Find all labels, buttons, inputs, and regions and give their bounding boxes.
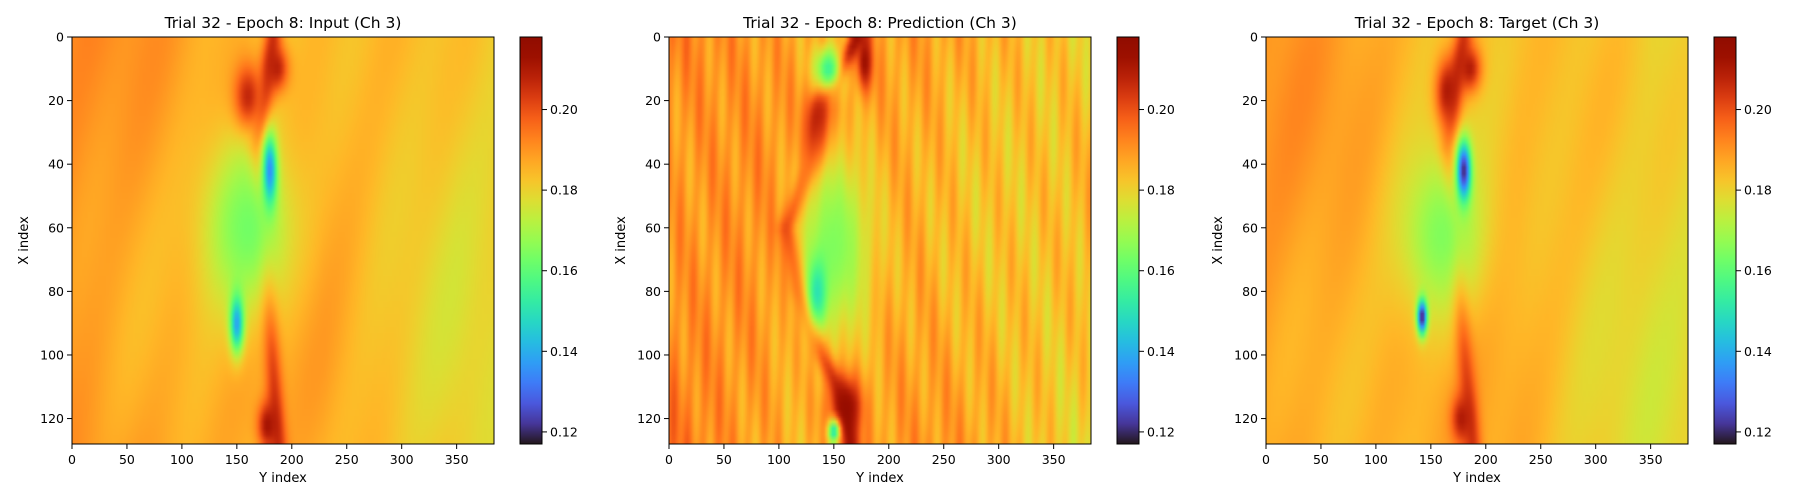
- panel-3-xtick-label: 350: [1639, 452, 1663, 467]
- panel-2-colorbar-tick-label: 0.12: [1147, 424, 1175, 439]
- panel-2-colorbar: [1116, 36, 1140, 445]
- panel-3-xtick-label: 100: [1364, 452, 1388, 467]
- panel-2-xlabel: Y index: [855, 471, 904, 486]
- panel-2-xtick-label: 350: [1042, 452, 1066, 467]
- panel-1-ylabel: X index: [17, 216, 32, 265]
- panel-3-xtick-label: 150: [1419, 452, 1443, 467]
- panel-3-ytick-label: 100: [1234, 347, 1258, 362]
- panel-1-xtick-label: 150: [225, 452, 249, 467]
- panel-3-colorbar-tick-label: 0.14: [1744, 344, 1772, 359]
- panel-1-ytick-label: 100: [40, 347, 64, 362]
- panel-2-ylabel: X index: [614, 216, 629, 265]
- panel-1-ytick-label: 60: [48, 220, 64, 235]
- panel-1-xtick-label: 200: [280, 452, 304, 467]
- panel-1-ytick-label: 80: [48, 284, 64, 299]
- panel-1-ytick-label: 20: [48, 93, 64, 108]
- panel-3-colorbar: [1713, 36, 1737, 445]
- panel-1-xtick-label: 300: [390, 452, 414, 467]
- panel-1-title: Trial 32 - Epoch 8: Input (Ch 3): [164, 14, 402, 32]
- panel-2-ytick-label: 40: [645, 157, 661, 172]
- panel-2-ytick-label: 0: [653, 30, 661, 45]
- panel-2-xtick-label: 100: [767, 452, 791, 467]
- panel-3-heatmap: [1266, 37, 1688, 444]
- panel-2-xtick-label: 50: [716, 452, 732, 467]
- panel-1-xtick-label: 350: [445, 452, 469, 467]
- panel-2-ytick-label: 80: [645, 284, 661, 299]
- panel-3: Trial 32 - Epoch 8: Target (Ch 3) 0 50 100 1…: [1211, 14, 1772, 486]
- panel-1-xtick-label: 0: [68, 452, 76, 467]
- panel-2-ytick-label: 20: [645, 93, 661, 108]
- panel-3-ylabel: X index: [1211, 216, 1226, 265]
- panel-1-colorbar-tick-label: 0.16: [550, 263, 578, 278]
- panel-3-xtick-label: 50: [1313, 452, 1329, 467]
- panel-1-colorbar-tick-label: 0.14: [550, 344, 578, 359]
- panel-3-ytick-label: 0: [1250, 30, 1258, 45]
- panel-3-frame: [1265, 36, 1689, 445]
- panel-3-ytick-label: 80: [1242, 284, 1258, 299]
- panel-1-colorbar-tick-label: 0.18: [550, 183, 578, 198]
- panel-2: Trial 32 - Epoch 8: Prediction (Ch 3) 0 50…: [614, 14, 1175, 486]
- panel-1-colorbar-tick-label: 0.20: [550, 102, 578, 117]
- panel-3-xtick-label: 300: [1584, 452, 1608, 467]
- panel-1-xtick-label: 100: [170, 452, 194, 467]
- panel-1-colorbar-tick-label: 0.12: [550, 424, 578, 439]
- panel-2-xtick-label: 250: [932, 452, 956, 467]
- panel-1-ytick-label: 120: [40, 411, 64, 426]
- panel-1-heatmap: [72, 37, 494, 444]
- panel-3-ytick-label: 60: [1242, 220, 1258, 235]
- panel-2-colorbar-tick-label: 0.16: [1147, 263, 1175, 278]
- panel-3-title: Trial 32 - Epoch 8: Target (Ch 3): [1354, 14, 1600, 32]
- panel-1-colorbar: [519, 36, 543, 445]
- panel-1-frame: [71, 36, 495, 445]
- panel-1-xlabel: Y index: [258, 471, 307, 486]
- panel-2-ytick-label: 60: [645, 220, 661, 235]
- panel-3-colorbar-tick-label: 0.12: [1744, 424, 1772, 439]
- panel-2-colorbar-tick-label: 0.18: [1147, 183, 1175, 198]
- panel-2-heatmap: [669, 37, 1091, 444]
- panel-3-xtick-label: 250: [1529, 452, 1553, 467]
- panel-3-ytick-label: 120: [1234, 411, 1258, 426]
- panel-3-colorbar-tick-label: 0.18: [1744, 183, 1772, 198]
- panel-3-ytick-label: 20: [1242, 93, 1258, 108]
- panel-3-colorbar-tick-label: 0.20: [1744, 102, 1772, 117]
- panel-3-xtick-label: 200: [1474, 452, 1498, 467]
- panel-2-xtick-label: 200: [877, 452, 901, 467]
- panel-2-xtick-label: 150: [822, 452, 846, 467]
- panel-3-ytick-label: 40: [1242, 157, 1258, 172]
- panel-2-xtick-label: 300: [987, 452, 1011, 467]
- panel-2-xtick-label: 0: [665, 452, 673, 467]
- panel-2-ytick-label: 100: [637, 347, 661, 362]
- panel-3-xlabel: Y index: [1452, 471, 1501, 486]
- panel-1-xtick-label: 50: [119, 452, 135, 467]
- panel-3-colorbar-tick-label: 0.16: [1744, 263, 1772, 278]
- panel-1-ytick-label: 40: [48, 157, 64, 172]
- panel-1: Trial 32 - Epoch 8: Input (Ch 3) 0 50 100 15…: [17, 14, 578, 486]
- panel-2-frame: [668, 36, 1092, 445]
- panel-1-xtick-label: 250: [335, 452, 359, 467]
- panel-2-colorbar-tick-label: 0.14: [1147, 344, 1175, 359]
- panel-2-ytick-label: 120: [637, 411, 661, 426]
- panel-2-title: Trial 32 - Epoch 8: Prediction (Ch 3): [742, 14, 1017, 32]
- panel-2-colorbar-tick-label: 0.20: [1147, 102, 1175, 117]
- panel-1-ytick-label: 0: [56, 30, 64, 45]
- panel-3-xtick-label: 0: [1262, 452, 1270, 467]
